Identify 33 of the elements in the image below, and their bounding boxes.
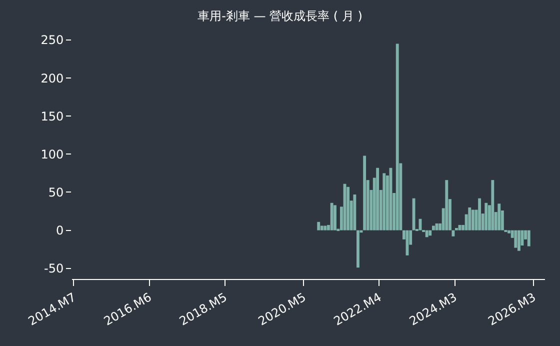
bar — [382, 173, 386, 230]
bar — [317, 222, 320, 230]
y-tick-label: 200 — [40, 71, 64, 86]
bar — [428, 230, 432, 236]
y-tick-label: 150 — [40, 109, 64, 124]
bar — [472, 210, 474, 230]
bar — [517, 230, 520, 251]
bar — [514, 230, 518, 248]
bar — [396, 44, 399, 230]
bar — [498, 204, 501, 230]
bar — [376, 168, 380, 230]
bar — [445, 180, 448, 230]
chart-title: 車用-剎車 — 營收成長率 ( 月 ) — [198, 8, 362, 23]
bar — [324, 226, 327, 230]
bar — [468, 207, 472, 230]
bar — [346, 186, 350, 230]
y-tick-label: -50 — [44, 262, 64, 276]
y-tick-label: 0 — [56, 223, 64, 238]
bar — [478, 198, 482, 230]
bar — [363, 156, 366, 230]
bar — [320, 226, 324, 230]
bar — [527, 230, 530, 246]
y-tick-label: 50 — [48, 185, 64, 200]
bar — [353, 194, 356, 230]
bar — [334, 205, 336, 230]
y-tick-label: 250 — [40, 33, 64, 48]
bar — [432, 226, 435, 230]
bar — [330, 202, 334, 230]
bar — [356, 230, 360, 268]
bar — [425, 230, 428, 238]
bar — [484, 202, 488, 230]
y-tick-label: 100 — [40, 147, 64, 162]
bar — [491, 180, 494, 230]
